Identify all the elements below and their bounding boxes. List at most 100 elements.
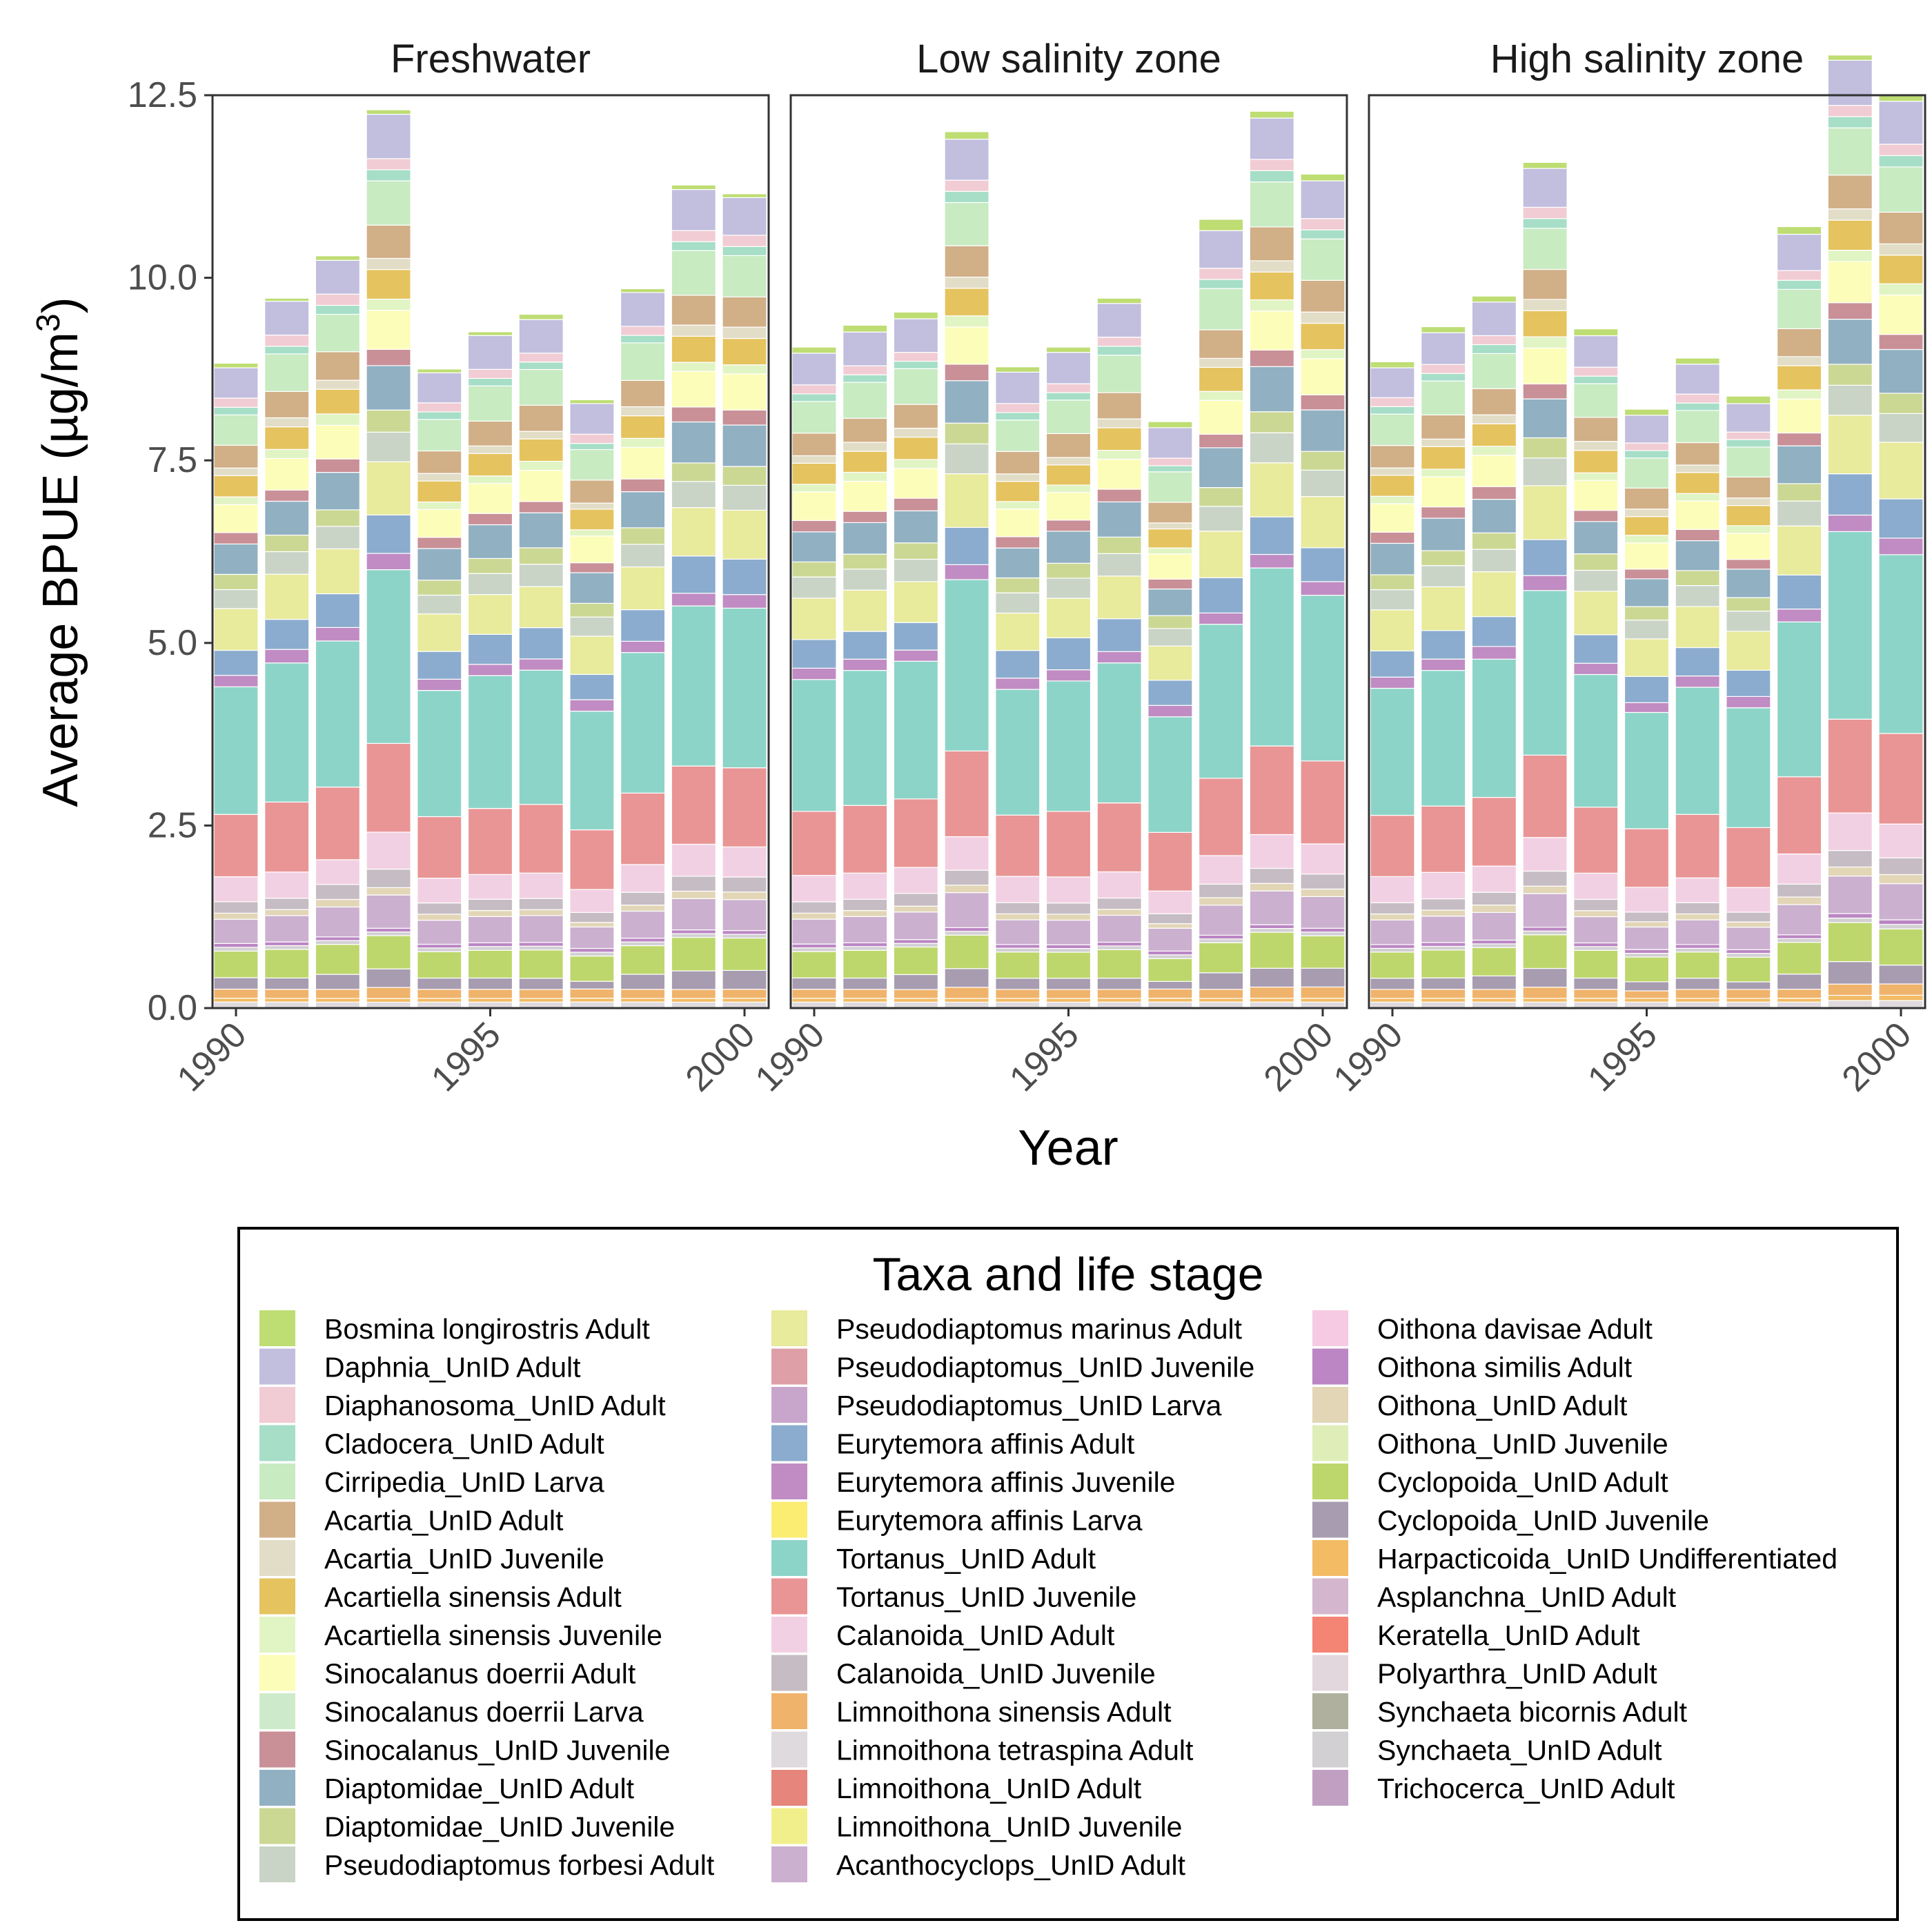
bar-segment [518,945,564,951]
bar-segment [893,905,939,913]
bar-segment [1198,905,1244,936]
bar-segment [1827,913,1873,919]
bar-segment [1675,998,1720,1003]
bar-segment [620,288,666,293]
legend-key [771,1425,807,1461]
bar-segment [995,947,1041,953]
bar-segment [1421,805,1466,873]
bar-segment [1827,983,1873,996]
legend-label: Calanoida_UnID Adult [836,1619,1115,1651]
bar-segment [213,943,259,948]
bar-segment [722,235,767,247]
bar-segment [1624,569,1670,580]
bar-segment [1421,332,1466,365]
bar-segment [1573,591,1619,635]
legend-key [259,1731,295,1768]
bar-segment [1522,336,1568,349]
bar-segment [1471,353,1517,389]
bar-segment [1624,990,1670,999]
bar-segment [1878,1000,1924,1009]
bar-segment [620,938,666,943]
bar-segment [518,547,564,565]
bar-segment [1726,827,1771,888]
bar-segment [995,612,1041,651]
bar-segment [1300,218,1346,230]
bar-segment [842,442,888,452]
bar-segment [1300,927,1346,933]
bar-segment [1777,942,1822,975]
bar-segment [1573,417,1619,442]
bar-segment [1522,347,1568,385]
bar-segment [620,335,666,344]
bar-segment [1198,972,1244,990]
bar-segment [1045,998,1092,1003]
bar-segment [264,801,310,873]
bar-segment [944,422,989,445]
bar-segment [1045,392,1092,401]
legend-label: Trichocerca_UnID Adult [1377,1773,1675,1804]
bar-segment [893,459,939,469]
legend-key [771,1578,807,1615]
bar-segment [1096,945,1142,950]
bar-segment [791,484,837,493]
bar-segment [1147,680,1193,706]
bar-segment [1777,609,1822,622]
bar-segment [995,913,1041,920]
bar-segment [518,989,564,999]
bar-segment [467,675,513,809]
bar-segment [213,532,259,545]
bar-segment [1096,949,1142,979]
bar-segment [213,543,259,575]
bar-segment [1471,344,1517,354]
bar-segment [1675,919,1720,945]
bar-segment [213,362,259,368]
bar-segment [417,998,462,1003]
bar-segment [893,427,939,438]
bar-segment [1777,445,1822,484]
legend-key [771,1770,807,1806]
bar-segment [518,313,564,320]
bar-segment [1096,662,1142,804]
bar-segment [620,652,666,794]
bar-segment [569,509,615,531]
bar-segment [842,553,888,570]
bar-segment [417,943,462,949]
bar-segment [722,373,767,411]
bar-segment [1878,919,1924,925]
bar-segment [1675,814,1720,878]
bar-segment [944,987,989,999]
legend-label: Pseudodiaptomus_UnID Larva [836,1390,1222,1421]
bar-segment [569,711,615,831]
bar-segment [1147,704,1193,718]
bar-segment [1300,279,1346,313]
bar-segment [1522,986,1568,999]
bar-segment [1370,814,1415,877]
bar-segment [1827,960,1873,985]
bar-segment [1370,609,1415,651]
bar-segment [722,607,767,769]
bar-segment [1096,501,1142,538]
y-axis-title-superscript: 3 [30,313,67,332]
bar-segment [722,969,767,990]
bar-segment [569,699,615,712]
bar-segment [722,558,767,595]
bar-segment [1300,896,1346,929]
bar-segment [1421,630,1466,660]
bar-segment [1675,402,1720,411]
bar-segment [722,337,767,366]
bar-segment [620,478,666,493]
bar-segment [315,640,360,788]
bar-segment [893,939,939,944]
bar-segment [366,553,411,571]
bar-segment [315,998,360,1003]
bar-segment [1300,238,1346,281]
bar-segment [1370,913,1415,920]
bar-segment [467,909,513,917]
bar-segment [995,902,1041,914]
bar-segment [1198,998,1244,1003]
bar-segment [1096,871,1142,899]
bar-segment [1726,559,1771,570]
bar-segment [671,335,716,363]
bar-segment [1522,934,1568,969]
